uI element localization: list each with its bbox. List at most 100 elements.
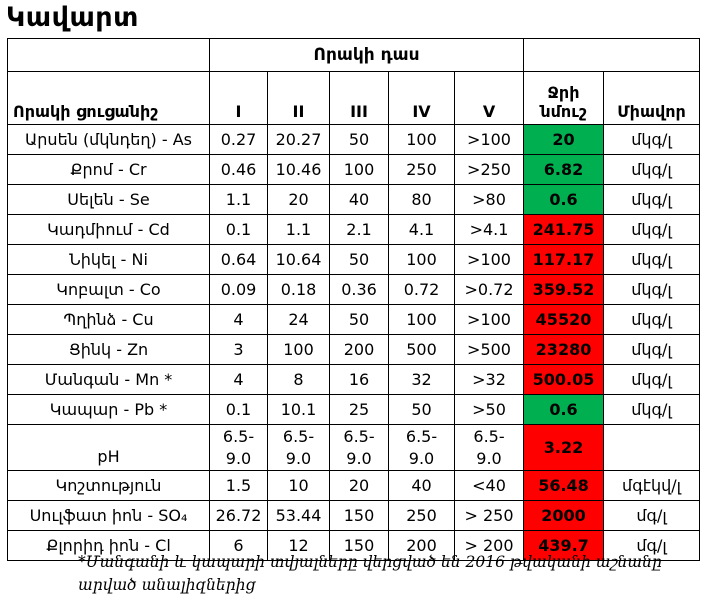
indicator-cell: Սուլֆատ իոն - SO₄ xyxy=(7,500,210,532)
table-row: Կոբալտ - Co 0.09 0.18 0.36 0.72 >0.72 359.52 մկ… xyxy=(7,274,701,305)
class-value-cell: <40 xyxy=(453,470,525,502)
table-row: Կապար - Pb * 0.1 10.1 25 50 >50 0.6 մկգ/լ xyxy=(7,394,701,425)
class-value-cell: 10.46 xyxy=(267,154,330,185)
class-value-cell: 0.1 xyxy=(209,394,268,425)
indicator-cell: Մանգան - Mn * xyxy=(7,364,210,395)
footnote: *Մանգանի և կապարի տվյալները վերցված են 2… xyxy=(78,553,662,595)
class-value-cell: >100 xyxy=(453,124,525,155)
class-value-cell: 6 xyxy=(209,530,268,562)
class-value-cell: 32 xyxy=(388,364,455,395)
class-value-cell: 50 xyxy=(388,394,455,425)
sample-value-cell: 0.6 xyxy=(523,394,605,425)
class-value-cell: >500 xyxy=(453,334,525,365)
indicator-cell: Քրոմ - Cr xyxy=(7,154,210,185)
class-value-cell: 2.1 xyxy=(329,214,389,245)
class-value-cell: >100 xyxy=(453,304,525,335)
class-value-cell: 0.64 xyxy=(209,244,268,275)
class-value-cell: 40 xyxy=(329,184,389,215)
class-value-cell: 50 xyxy=(329,304,389,335)
indicator-cell: pH xyxy=(7,423,210,472)
indicator-cell: Արսեն (մկնդեղ) - As xyxy=(7,124,210,155)
sample-value-cell: 2000 xyxy=(523,500,605,532)
table-row: pH 6.5- 9.0 6.5- 9.0 6.5- 9.0 6.5- 9.0 6.5- 9… xyxy=(7,423,701,472)
group-header-row: Որակի դաս xyxy=(7,38,701,72)
class-value-cell: 20 xyxy=(267,184,330,215)
indicator-cell: Կադմիում - Cd xyxy=(7,214,210,245)
class-value-cell: 40 xyxy=(388,470,455,502)
class-value-cell: 4 xyxy=(209,304,268,335)
class-value-cell: 10.1 xyxy=(267,394,330,425)
class-value-cell: >4.1 xyxy=(453,214,525,245)
class-value-cell: 6.5- 9.0 xyxy=(388,423,455,472)
class-value-cell: 6.5- 9.0 xyxy=(329,423,389,472)
table-row: Քլորիդ իոն - Cl 6 12 150 200 > 200 439.7 մգ/լ xyxy=(7,530,701,562)
sample-value-cell: 56.48 xyxy=(523,470,605,502)
class-value-cell: 0.1 xyxy=(209,214,268,245)
class-value-cell: >50 xyxy=(453,394,525,425)
class-value-cell: 150 xyxy=(329,500,389,532)
class-column-header: IV xyxy=(388,71,455,125)
sample-value-cell: 500.05 xyxy=(523,364,605,395)
class-value-cell: 50 xyxy=(329,244,389,275)
class-value-cell: 10 xyxy=(267,470,330,502)
class-value-cell: >250 xyxy=(453,154,525,185)
class-value-cell: 53.44 xyxy=(267,500,330,532)
sample-value-cell: 117.17 xyxy=(523,244,605,275)
class-column-header: II xyxy=(267,71,330,125)
table-row: Քրոմ - Cr 0.46 10.46 100 250 >250 6.82 մկգ/լ xyxy=(7,154,701,185)
indicator-column-header: Որակի ցուցանիշ xyxy=(7,71,210,125)
indicator-cell: Պղինձ - Cu xyxy=(7,304,210,335)
sample-column-header: Ջրի նմուշ xyxy=(523,71,605,125)
page-title: Կավարտ xyxy=(6,2,139,33)
table-row: Մանգան - Mn * 4 8 16 32 >32 500.05 մկգ/լ xyxy=(7,364,701,395)
class-value-cell: 1.5 xyxy=(209,470,268,502)
class-value-cell: 1.1 xyxy=(209,184,268,215)
indicator-cell: Քլորիդ իոն - Cl xyxy=(7,530,210,562)
sample-value-cell: 439.7 xyxy=(523,530,605,562)
class-value-cell: >0.72 xyxy=(453,274,525,305)
class-value-cell: 0.09 xyxy=(209,274,268,305)
indicator-cell: Ցինկ - Zn xyxy=(7,334,210,365)
class-value-cell: 0.27 xyxy=(209,124,268,155)
class-value-cell: 0.36 xyxy=(329,274,389,305)
class-value-cell: 500 xyxy=(388,334,455,365)
class-value-cell: 6.5- 9.0 xyxy=(209,423,268,472)
table-row: Պղինձ - Cu 4 24 50 100 >100 45520 մկգ/լ xyxy=(7,304,701,335)
class-value-cell: 25 xyxy=(329,394,389,425)
unit-cell: մկգ/լ xyxy=(603,394,701,425)
indicator-cell: Սելեն - Se xyxy=(7,184,210,215)
class-value-cell: 100 xyxy=(329,154,389,185)
class-value-cell: 0.18 xyxy=(267,274,330,305)
class-value-cell: 3 xyxy=(209,334,268,365)
sample-value-cell: 0.6 xyxy=(523,184,605,215)
unit-cell: մկգ/լ xyxy=(603,334,701,365)
table-row: Նիկել - Ni 0.64 10.64 50 100 >100 117.17 մկգ/լ xyxy=(7,244,701,275)
class-value-cell: > 200 xyxy=(453,530,525,562)
water-quality-table: Որակի դաս Որակի ցուցանիշ I II III IV V Ջ… xyxy=(7,38,701,562)
table-row: Արսեն (մկնդեղ) - As 0.27 20.27 50 100 >100 20 մ… xyxy=(7,124,701,155)
class-value-cell: 26.72 xyxy=(209,500,268,532)
unit-cell xyxy=(603,423,701,472)
class-value-cell: 100 xyxy=(388,304,455,335)
sample-value-cell: 23280 xyxy=(523,334,605,365)
class-value-cell: >80 xyxy=(453,184,525,215)
sample-value-cell: 6.82 xyxy=(523,154,605,185)
class-value-cell: 250 xyxy=(388,500,455,532)
class-value-cell: 20 xyxy=(329,470,389,502)
unit-cell: մկգ/լ xyxy=(603,274,701,305)
sample-value-cell: 359.52 xyxy=(523,274,605,305)
column-header-row: Որակի ցուցանիշ I II III IV V Ջրի նմուշ Մ… xyxy=(7,71,701,125)
table-row: Կադմիում - Cd 0.1 1.1 2.1 4.1 >4.1 241.75 մկգ/լ xyxy=(7,214,701,245)
table-row: Կոշտություն 1.5 10 20 40 <40 56.48 մգէկվ/լ xyxy=(7,470,701,502)
spacer-cell xyxy=(7,38,210,72)
spacer-cell xyxy=(523,38,701,72)
unit-cell: մգ/լ xyxy=(603,500,701,532)
indicator-cell: Կոշտություն xyxy=(7,470,210,502)
class-value-cell: >32 xyxy=(453,364,525,395)
class-value-cell: 200 xyxy=(388,530,455,562)
quality-class-group-header: Որակի դաս xyxy=(208,38,525,72)
sample-value-cell: 45520 xyxy=(523,304,605,335)
class-value-cell: 8 xyxy=(267,364,330,395)
indicator-cell: Նիկել - Ni xyxy=(7,244,210,275)
